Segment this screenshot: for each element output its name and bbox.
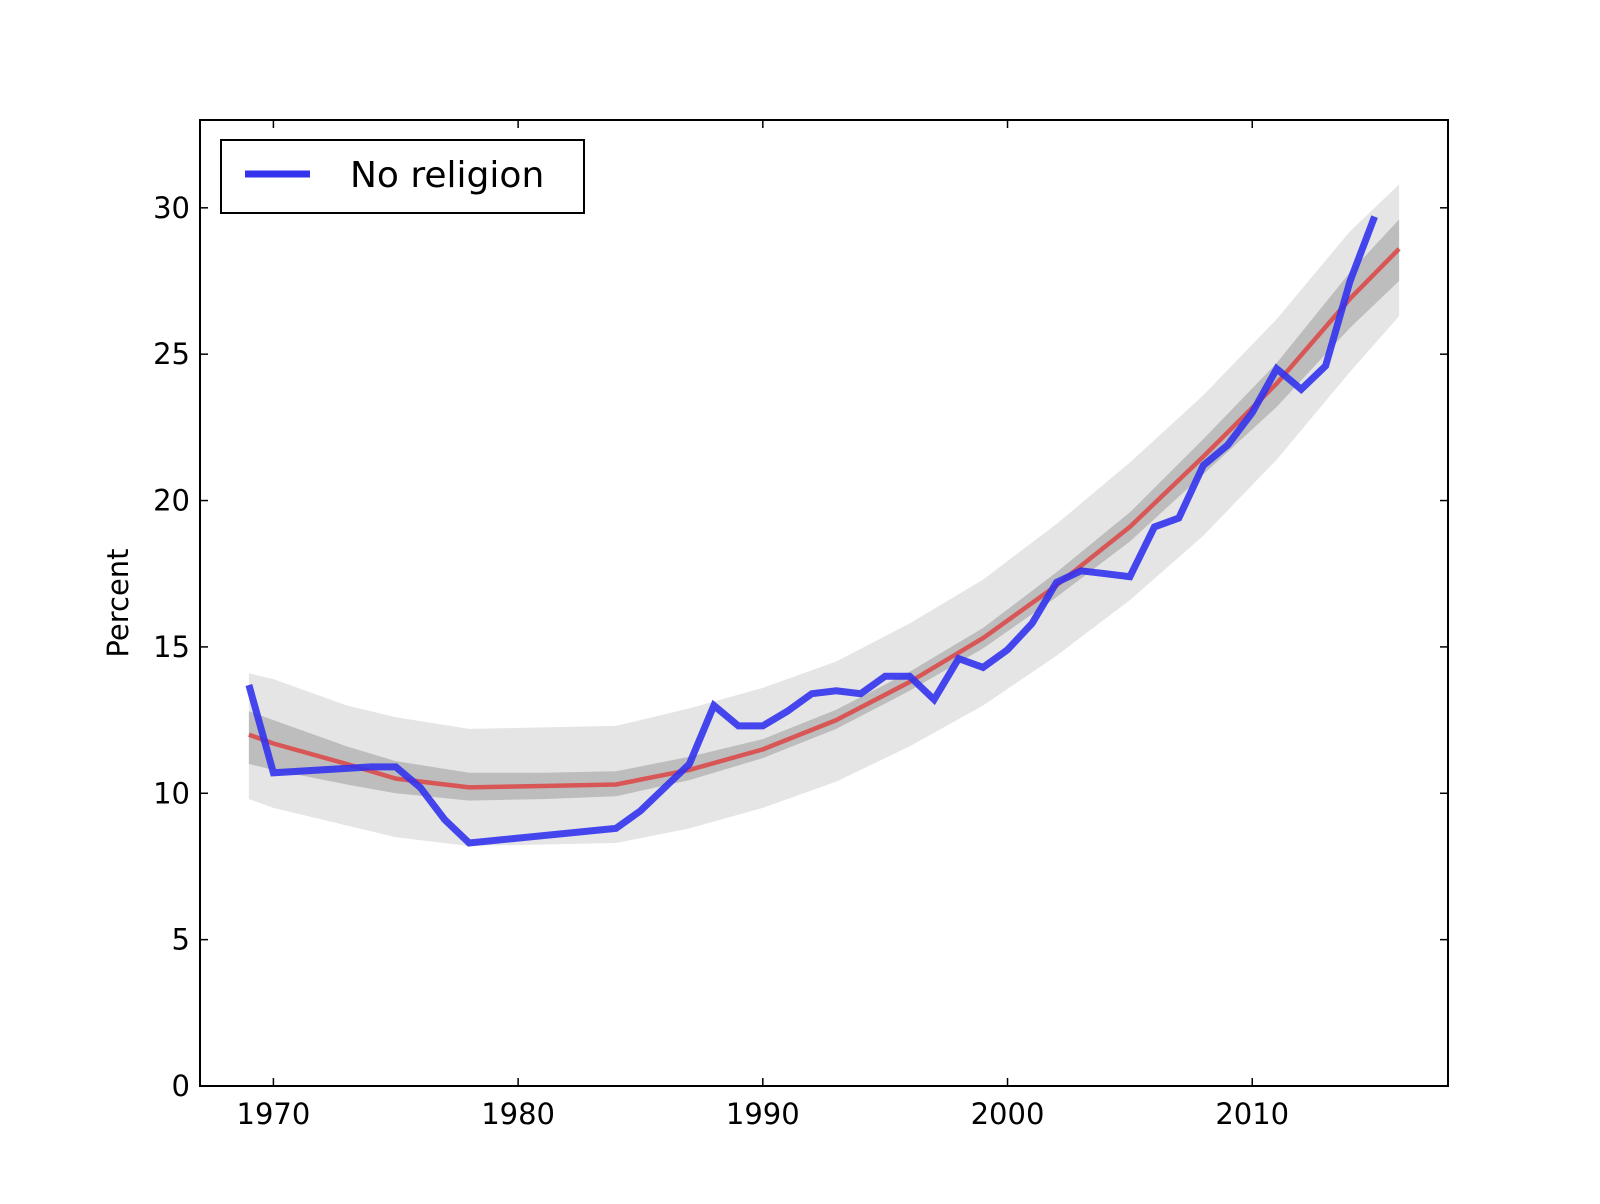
y-tick-label: 20 <box>153 484 190 518</box>
plot-frame <box>199 119 1449 1087</box>
y-tick-label: 15 <box>153 630 190 664</box>
x-tick-label: 2000 <box>971 1097 1045 1131</box>
series-layer <box>245 215 1378 847</box>
fit-layer <box>248 247 1401 790</box>
legend: No religion <box>220 139 585 214</box>
fit-line <box>248 247 1401 790</box>
y-axis-label: Percent <box>101 548 135 657</box>
series-line-0 <box>245 215 1378 847</box>
y-tick-label: 25 <box>153 337 190 371</box>
plot-background <box>200 120 1448 1086</box>
y-tick-label: 0 <box>172 1069 190 1103</box>
x-tick-label: 1990 <box>726 1097 800 1131</box>
legend-label-no-religion: No religion <box>350 155 544 196</box>
x-tick-label: 2010 <box>1215 1097 1289 1131</box>
ticks-layer: 1970 1980 1990 2000 2010 0 5 10 15 20 25 30 <box>153 120 1448 1131</box>
x-tick-label: 1980 <box>481 1097 555 1131</box>
bands-layer <box>248 184 1400 846</box>
y-tick-label: 30 <box>153 191 190 225</box>
y-tick-label: 10 <box>153 776 190 810</box>
y-tick-label: 5 <box>172 923 190 957</box>
x-tick-label: 1970 <box>237 1097 311 1131</box>
legend-box <box>220 139 585 214</box>
